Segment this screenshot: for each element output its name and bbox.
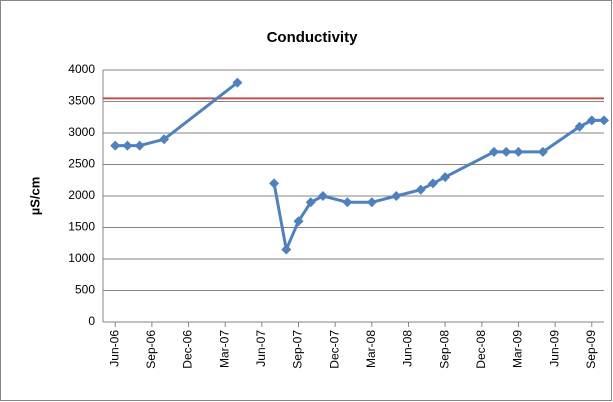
data-point — [537, 146, 548, 157]
y-tick-label: 0 — [88, 314, 95, 328]
data-point — [391, 191, 402, 201]
data-point — [281, 244, 292, 255]
x-tick-label: Mar-08 — [364, 330, 378, 368]
x-tick-label: Sep-08 — [437, 330, 451, 369]
x-tick-label: Jun-07 — [254, 330, 268, 367]
x-tick-label: Dec-08 — [474, 330, 488, 369]
y-tick-label: 2000 — [68, 188, 95, 202]
data-point — [110, 140, 121, 151]
data-point — [317, 191, 328, 201]
x-tick-label: Mar-07 — [217, 330, 231, 368]
y-tick-label: 1500 — [68, 220, 95, 234]
y-tick-label: 2500 — [68, 157, 95, 171]
data-point — [305, 197, 316, 208]
x-tick-label: Dec-07 — [327, 330, 341, 369]
y-tick-label: 500 — [75, 283, 95, 297]
data-point — [122, 140, 133, 151]
x-tick-label: Jun-08 — [401, 330, 415, 367]
x-tick-label: Sep-07 — [291, 330, 305, 369]
data-point — [574, 121, 585, 132]
y-tick-label: 3500 — [68, 94, 95, 108]
data-point — [489, 146, 500, 157]
y-tick-label: 4000 — [68, 62, 95, 76]
data-point — [366, 197, 377, 208]
data-point — [415, 184, 426, 195]
x-tick-label: Jun-06 — [107, 330, 121, 367]
data-point — [232, 77, 243, 88]
x-tick-label: Sep-06 — [144, 330, 158, 369]
y-tick-label: 1000 — [68, 251, 95, 265]
x-tick-label: Mar-09 — [511, 330, 525, 368]
data-point — [599, 115, 609, 126]
data-point — [269, 178, 280, 189]
data-point — [501, 146, 512, 157]
data-point — [159, 134, 170, 145]
data-point — [342, 197, 353, 208]
data-point — [427, 178, 438, 189]
chart-title: Conductivity — [267, 29, 358, 46]
x-tick-label: Jun-09 — [547, 330, 561, 367]
data-point — [134, 140, 145, 151]
data-point — [440, 172, 451, 183]
data-point — [293, 216, 304, 227]
y-tick-label: 3000 — [68, 125, 95, 139]
data-point — [513, 146, 524, 157]
x-tick-label: Dec-06 — [181, 330, 195, 369]
y-axis-label: µS/cm — [27, 177, 42, 216]
data-point — [586, 115, 597, 126]
x-tick-label: Sep-09 — [584, 330, 598, 369]
